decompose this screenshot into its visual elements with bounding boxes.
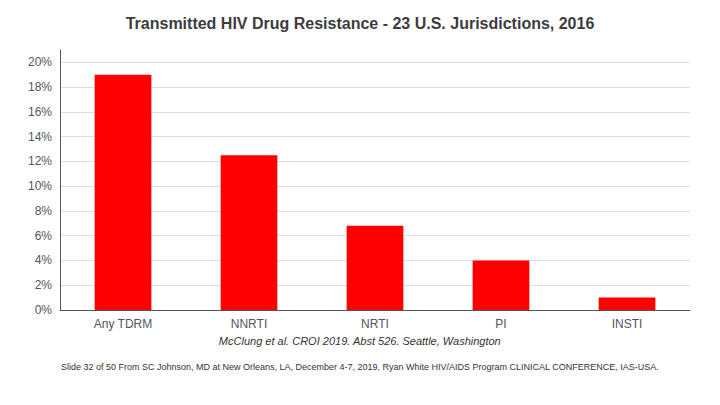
svg-text:10%: 10% xyxy=(28,179,52,193)
svg-text:14%: 14% xyxy=(28,130,52,144)
svg-text:INSTI: INSTI xyxy=(612,317,643,331)
svg-text:Transmitted HIV Drug Resistanc: Transmitted HIV Drug Resistance - 23 U.S… xyxy=(126,15,595,32)
svg-text:16%: 16% xyxy=(28,105,52,119)
svg-text:PI: PI xyxy=(495,317,506,331)
svg-text:12%: 12% xyxy=(28,154,52,168)
svg-text:2%: 2% xyxy=(35,278,53,292)
svg-text:NNRTI: NNRTI xyxy=(231,317,267,331)
svg-text:NRTI: NRTI xyxy=(361,317,389,331)
svg-text:8%: 8% xyxy=(35,204,53,218)
svg-text:McClung et al. CROI 2019. Abst: McClung et al. CROI 2019. Abst 526. Seat… xyxy=(219,335,501,347)
svg-text:Any TDRM: Any TDRM xyxy=(94,317,152,331)
svg-text:20%: 20% xyxy=(28,55,52,69)
svg-text:4%: 4% xyxy=(35,253,53,267)
svg-text:Slide 32 of 50 From SC Johnson: Slide 32 of 50 From SC Johnson, MD at Ne… xyxy=(61,362,659,372)
svg-text:6%: 6% xyxy=(35,229,53,243)
svg-text:0%: 0% xyxy=(35,303,53,317)
svg-text:18%: 18% xyxy=(28,80,52,94)
